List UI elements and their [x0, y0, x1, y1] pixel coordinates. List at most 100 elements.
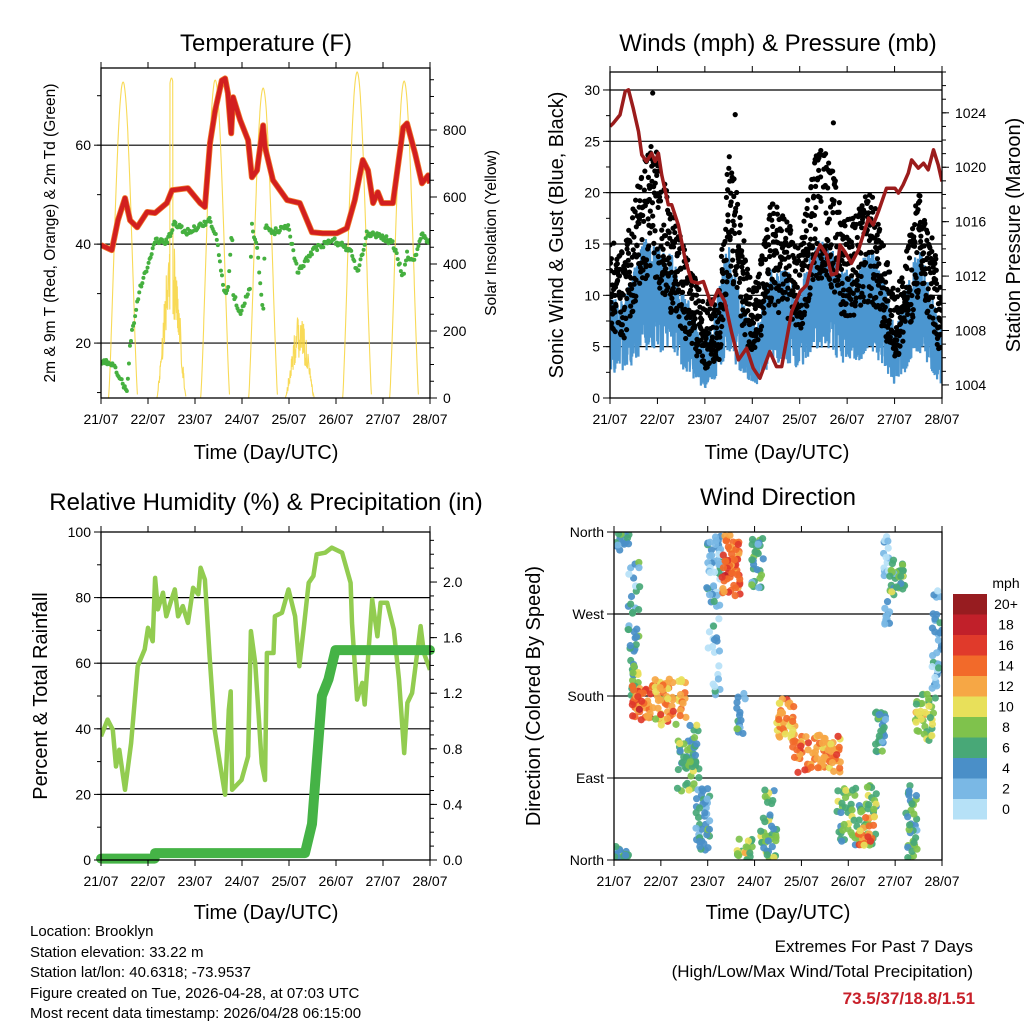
legend-label: 4: [1002, 760, 1010, 776]
gust-point: [633, 277, 639, 283]
gust-point: [656, 194, 663, 200]
wind-direction-point: [708, 642, 717, 651]
gust-point: [848, 296, 854, 303]
gust-point: [662, 232, 669, 239]
gust-point: [804, 303, 810, 309]
wind-direction-ytick-label: South: [567, 688, 604, 704]
wind-direction-point: [714, 675, 723, 683]
gust-point: [732, 112, 738, 118]
wind-direction-point: [614, 842, 620, 851]
gust-point: [744, 266, 751, 272]
dewpoint-point: [394, 251, 399, 256]
gust-point: [868, 285, 874, 292]
wind-direction-point: [934, 587, 942, 595]
gust-point: [905, 307, 911, 313]
wind-direction-point: [761, 792, 769, 801]
humidity-ytick-label: 60: [75, 655, 91, 671]
dewpoint-point: [362, 242, 367, 247]
humidity-xtick-label: 27/07: [365, 873, 400, 889]
gust-point: [767, 248, 773, 254]
dewpoint-point: [294, 261, 299, 266]
wind-direction-point: [776, 733, 784, 741]
gust-point: [832, 178, 838, 184]
gust-point: [658, 277, 665, 284]
dewpoint-point: [273, 226, 278, 231]
wind-direction-point: [696, 842, 704, 851]
gust-point: [651, 250, 657, 256]
gust-point: [776, 283, 782, 289]
gust-point: [728, 190, 734, 196]
gust-point: [907, 287, 913, 293]
dewpoint-point: [287, 227, 292, 232]
dewpoint-point: [136, 297, 141, 302]
wind-direction-point: [711, 533, 720, 541]
wind-direction-xtick-label: 27/07: [878, 873, 913, 889]
wind-direction-point: [834, 732, 842, 740]
dewpoint-point: [404, 258, 409, 263]
gust-point: [894, 294, 901, 300]
gust-point: [614, 261, 620, 267]
gust-point: [870, 209, 876, 215]
temperature-y2tick-label: 800: [443, 122, 467, 138]
gust-point: [826, 276, 833, 283]
gust-point: [910, 314, 916, 320]
humidity-xtick-label: 28/07: [412, 873, 447, 889]
gust-point: [865, 298, 871, 304]
wind-direction-point: [884, 544, 892, 552]
wind-direction-point: [711, 540, 720, 549]
gust-point: [836, 209, 842, 215]
wind-direction-point: [656, 696, 665, 704]
wind-direction-point: [838, 799, 846, 807]
wind-direction-point: [928, 731, 936, 740]
gust-point: [612, 328, 618, 335]
gust-point: [801, 240, 807, 246]
pressure-ylabel: Station Pressure (Maroon): [1003, 118, 1024, 353]
wind-direction-data: [614, 532, 942, 860]
wind-direction-point: [614, 532, 623, 538]
gust-point: [717, 334, 723, 340]
gust-point: [884, 260, 891, 266]
gust-point: [734, 189, 740, 196]
wind-direction-point: [836, 764, 844, 772]
gust-point: [889, 312, 895, 319]
gust-point: [669, 295, 675, 301]
gust-point: [825, 185, 831, 191]
dewpoint-point: [238, 312, 243, 317]
dewpoint-point: [301, 264, 306, 269]
gust-point: [733, 205, 739, 211]
wind-direction-point: [657, 710, 665, 719]
gust-point: [632, 209, 638, 215]
gust-point: [623, 274, 629, 280]
gust-point: [840, 287, 847, 293]
dewpoint-point: [412, 257, 417, 262]
winds-y2tick-label: 1008: [955, 323, 986, 339]
extremes-values: 73.5/37/18.8/1.51: [843, 989, 975, 1008]
wind-direction-point: [705, 591, 714, 599]
wind-direction-point: [827, 740, 835, 748]
wind-direction-point: [856, 827, 864, 835]
temperature-data: [101, 71, 430, 398]
gust-point: [693, 292, 700, 298]
gust-point: [613, 303, 619, 309]
gust-point: [928, 303, 935, 310]
gust-point: [720, 278, 726, 285]
gust-point: [921, 280, 927, 286]
legend-swatch: [953, 594, 987, 615]
wind-direction-point: [819, 754, 828, 762]
wind-direction-point: [802, 733, 810, 741]
dewpoint-point: [133, 314, 138, 319]
gust-point: [911, 234, 917, 240]
gust-point: [894, 337, 900, 343]
gust-point: [641, 218, 647, 224]
gust-point: [823, 268, 829, 274]
gust-point: [670, 300, 676, 306]
wind-direction-point: [928, 662, 936, 671]
gust-point: [937, 300, 942, 306]
dewpoint-point: [290, 241, 295, 246]
gust-point: [619, 322, 625, 328]
gust-point: [717, 330, 723, 336]
gust-point: [679, 289, 686, 295]
gust-point: [642, 168, 648, 174]
dewpoint-point: [250, 229, 255, 234]
winds-xtick-label: 25/07: [782, 411, 817, 427]
